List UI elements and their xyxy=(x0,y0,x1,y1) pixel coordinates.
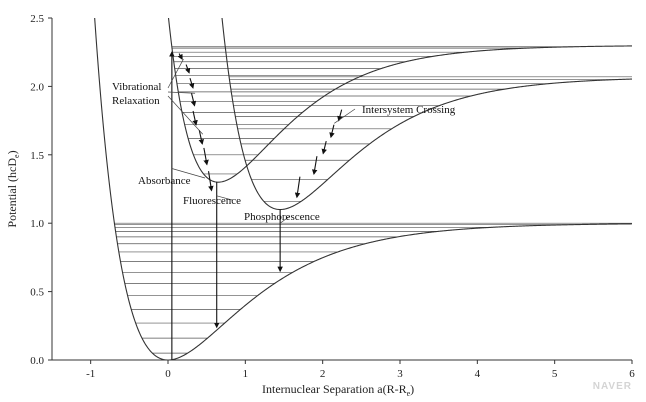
relaxation-step-arrow xyxy=(207,171,214,192)
crossing-step-arrow xyxy=(294,176,301,199)
y-tick-label: 1.0 xyxy=(30,218,44,230)
crossing-step-arrow xyxy=(321,140,327,155)
vibrational-relaxation-label-2: Relaxation xyxy=(112,95,160,107)
potential-curve-1 xyxy=(94,18,632,360)
potential-curves xyxy=(94,18,632,360)
label-leader-line xyxy=(216,195,233,201)
relaxation-step-arrow xyxy=(198,130,204,145)
label-leader-line xyxy=(279,215,291,224)
crossing-step-arrow xyxy=(329,124,335,139)
naver-watermark: NAVER xyxy=(592,381,632,392)
phosphorescence-label: Phosphorescence xyxy=(244,211,320,223)
label-leader-line xyxy=(167,95,204,135)
y-tick-label: 0.0 xyxy=(30,355,44,367)
y-axis-title: Potential (hcDe) xyxy=(5,150,21,227)
label-leader-line xyxy=(167,58,184,89)
y-tick-label: 2.5 xyxy=(30,13,44,25)
x-tick-label: 2 xyxy=(320,368,326,380)
label-leader-line xyxy=(171,168,206,179)
potential-curve-3 xyxy=(221,18,632,211)
absorbance-label: Absorbance xyxy=(138,175,191,187)
label-leader-line xyxy=(334,108,356,124)
relaxation-step-arrow xyxy=(192,110,198,126)
x-tick-label: 1 xyxy=(243,368,249,380)
crossing-step-arrow xyxy=(311,156,318,176)
label-leader-line xyxy=(167,91,196,94)
x-tick-label: 6 xyxy=(629,368,635,380)
vibrational-relaxation-label-1: Vibrational xyxy=(112,81,161,93)
relaxation-step-arrow xyxy=(177,53,183,61)
x-tick-label: 5 xyxy=(552,368,558,380)
x-axis-title: Internuclear Separation a(R-Re) xyxy=(262,382,414,398)
potential-curve-2 xyxy=(167,18,632,183)
crossing-step-arrow xyxy=(337,109,343,122)
y-tick-label: 2.0 xyxy=(30,81,44,93)
x-tick-label: 4 xyxy=(475,368,481,380)
axes: -1 0 1 2 3 4 5 6 0.0 0.5 1.0 1.5 2.0 2.5 xyxy=(30,13,635,380)
relaxation-step-arrow xyxy=(190,93,197,107)
transition-arrows xyxy=(167,51,356,360)
relaxation-step-arrow xyxy=(189,78,195,89)
relaxation-step-arrow xyxy=(203,147,209,166)
y-tick-label: 0.5 xyxy=(30,287,44,299)
x-tick-label: -1 xyxy=(86,368,95,380)
y-tick-label: 1.5 xyxy=(30,150,44,162)
relaxation-step-arrow xyxy=(185,64,191,74)
fluorescence-label: Fluorescence xyxy=(183,195,241,207)
x-tick-label: 3 xyxy=(397,368,403,380)
intersystem-crossing-label: Intersystem Crossing xyxy=(362,104,456,116)
x-tick-label: 0 xyxy=(165,368,171,380)
vibrational-levels xyxy=(114,46,632,354)
